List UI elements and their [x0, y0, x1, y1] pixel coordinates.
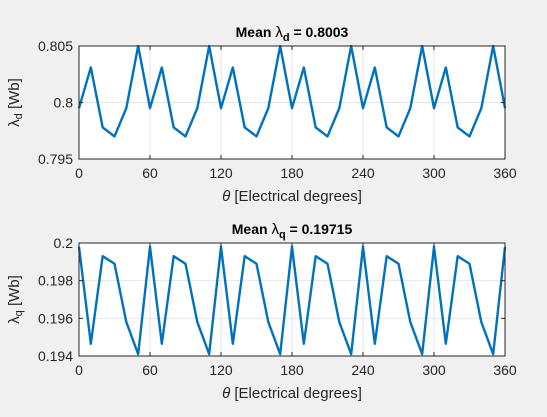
chart-title: Mean λq = 0.19715: [232, 221, 353, 241]
x-tick-label: 360: [493, 362, 517, 378]
x-tick-label: 300: [422, 165, 446, 181]
y-tick-label: 0.196: [38, 310, 73, 326]
x-tick-label: 0: [75, 362, 83, 378]
y-tick-label: 0.194: [38, 348, 73, 364]
x-tick-label: 180: [280, 362, 304, 378]
x-tick-label: 360: [493, 165, 517, 181]
y-tick-label: 0.8: [54, 95, 74, 111]
x-tick-label: 60: [142, 165, 158, 181]
chart-title: Mean λd = 0.8003: [236, 24, 349, 44]
x-tick-label: 240: [351, 165, 375, 181]
x-axis-label: θ [Electrical degrees]: [222, 188, 362, 205]
y-axis-label: λd [Wb]: [6, 78, 25, 127]
x-tick-label: 180: [280, 165, 304, 181]
series-line: [77, 44, 507, 138]
y-tick-label: 0.2: [54, 235, 74, 251]
y-axis-label: λq [Wb]: [6, 275, 25, 324]
x-axis-label: θ [Electrical degrees]: [222, 385, 362, 402]
y-tick-label: 0.795: [38, 151, 73, 167]
x-tick-label: 0: [75, 165, 83, 181]
x-tick-label: 300: [422, 362, 446, 378]
x-tick-label: 60: [142, 362, 158, 378]
y-tick-label: 0.805: [38, 38, 73, 54]
x-tick-label: 120: [209, 362, 233, 378]
subplot-lambda-d: 0 60 120 180 240 300 360 0.795 0.8 0.805 Mean λd =…: [6, 24, 517, 205]
y-tick-label: 0.198: [38, 273, 73, 289]
subplot-lambda-q: 0 60 120 180 240 300 360 0.194 0.196 0.198 0.2 Mean…: [6, 221, 517, 402]
x-tick-label: 240: [351, 362, 375, 378]
x-tick-label: 120: [209, 165, 233, 181]
